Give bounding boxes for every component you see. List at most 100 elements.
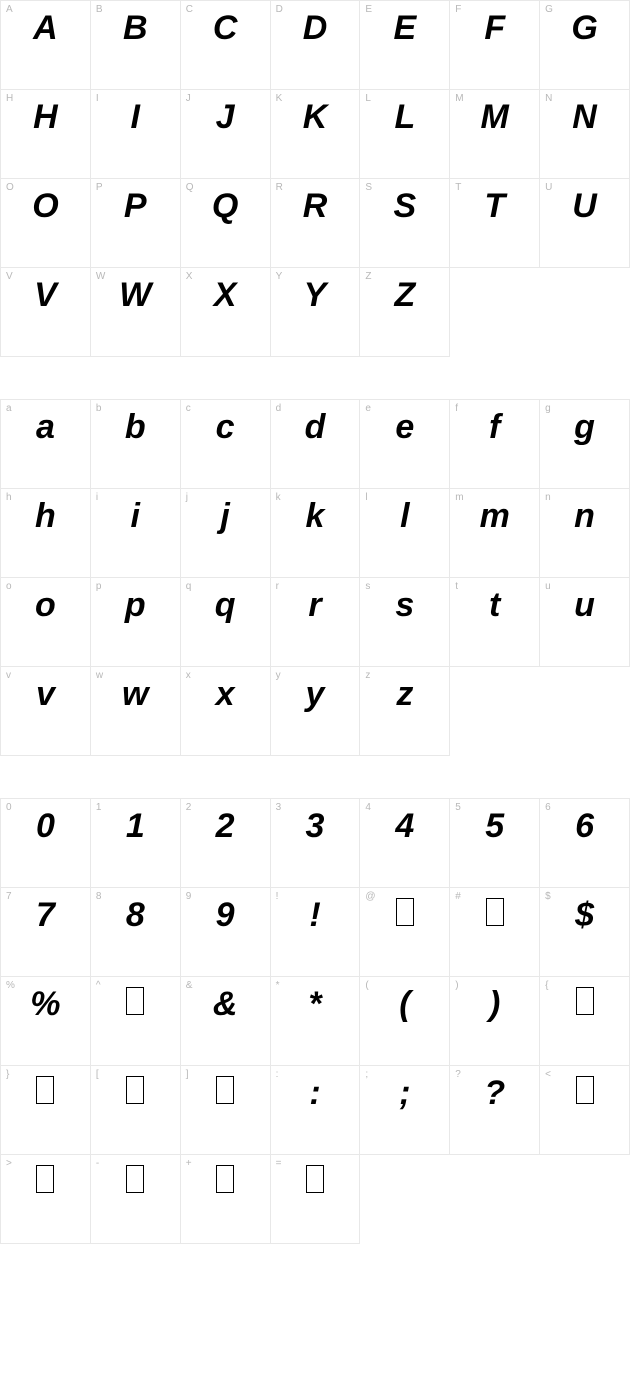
glyph-cell: 00 <box>1 799 91 888</box>
notdef-box-icon <box>126 987 144 1015</box>
glyph-grid: AABBCCDDEEFFGGHHIIJJKKLLMMNNOOPPQQRRSSTT… <box>0 0 630 357</box>
glyph-cell-glyph: r <box>271 588 360 622</box>
glyph-cell: = <box>271 1155 361 1244</box>
glyph-cell: oo <box>1 578 91 667</box>
glyph-cell-glyph: K <box>271 100 360 134</box>
glyph-cell-glyph: q <box>181 588 270 622</box>
glyph-cell: zz <box>360 667 450 756</box>
glyph-cell-glyph: N <box>540 100 629 134</box>
glyph-cell-glyph: W <box>91 278 180 312</box>
glyph-cell-glyph: c <box>181 410 270 444</box>
glyph-cell: kk <box>271 489 361 578</box>
glyph-cell: } <box>1 1066 91 1155</box>
glyph-cell-glyph: x <box>181 677 270 711</box>
glyph-cell-glyph: ( <box>360 987 449 1021</box>
glyph-cell: BB <box>91 1 181 90</box>
notdef-box-icon <box>216 1165 234 1193</box>
glyph-cell: dd <box>271 400 361 489</box>
glyph-cell-glyph: 4 <box>360 809 449 843</box>
glyph-cell: [ <box>91 1066 181 1155</box>
glyph-cell: OO <box>1 179 91 268</box>
glyph-cell-glyph: Q <box>181 189 270 223</box>
glyph-cell: 99 <box>181 888 271 977</box>
glyph-cell: EE <box>360 1 450 90</box>
glyph-cell: qq <box>181 578 271 667</box>
glyph-cell-glyph: : <box>271 1076 360 1110</box>
glyph-cell: hh <box>1 489 91 578</box>
glyph-cell: 33 <box>271 799 361 888</box>
glyph-cell-glyph: Z <box>360 278 449 312</box>
glyph-cell-glyph: y <box>271 677 360 711</box>
glyph-cell-glyph: C <box>181 11 270 45</box>
glyph-cell-glyph: 1 <box>91 809 180 843</box>
glyph-cell: rr <box>271 578 361 667</box>
glyph-cell-glyph: m <box>450 499 539 533</box>
glyph-cell: FF <box>450 1 540 90</box>
glyph-cell-glyph: J <box>181 100 270 134</box>
glyph-cell-glyph <box>450 896 539 926</box>
glyph-cell-glyph <box>91 1074 180 1104</box>
glyph-cell: SS <box>360 179 450 268</box>
glyph-cell: XX <box>181 268 271 357</box>
glyph-cell-glyph: ! <box>271 898 360 932</box>
glyph-cell: ww <box>91 667 181 756</box>
glyph-cell-glyph: V <box>1 278 90 312</box>
glyph-cell-glyph: 7 <box>1 898 90 932</box>
glyph-cell: ZZ <box>360 268 450 357</box>
glyph-cell: JJ <box>181 90 271 179</box>
glyph-cell-glyph <box>91 985 180 1015</box>
glyph-cell-glyph <box>271 1163 360 1193</box>
glyph-cell: ff <box>450 400 540 489</box>
glyph-cell: 66 <box>540 799 630 888</box>
glyph-cell-glyph: 2 <box>181 809 270 843</box>
glyph-cell: %% <box>1 977 91 1066</box>
glyph-cell-glyph: j <box>181 499 270 533</box>
glyph-cell: > <box>1 1155 91 1244</box>
notdef-box-icon <box>36 1165 54 1193</box>
glyph-cell-glyph: v <box>1 677 90 711</box>
glyph-cell-glyph: * <box>271 987 360 1021</box>
glyph-cell: pp <box>91 578 181 667</box>
glyph-cell: UU <box>540 179 630 268</box>
glyph-cell: ^ <box>91 977 181 1066</box>
glyph-cell: ss <box>360 578 450 667</box>
glyph-cell-glyph: 0 <box>1 809 90 843</box>
glyph-cell-glyph: 8 <box>91 898 180 932</box>
glyph-cell: # <box>450 888 540 977</box>
glyph-cell: $$ <box>540 888 630 977</box>
glyph-cell-glyph: l <box>360 499 449 533</box>
notdef-box-icon <box>36 1076 54 1104</box>
glyph-cell: vv <box>1 667 91 756</box>
glyph-cell-glyph: d <box>271 410 360 444</box>
glyph-cell-glyph: 9 <box>181 898 270 932</box>
glyph-cell: CC <box>181 1 271 90</box>
glyph-cell-glyph <box>540 1074 629 1104</box>
notdef-box-icon <box>126 1165 144 1193</box>
glyph-cell: - <box>91 1155 181 1244</box>
glyph-cell: < <box>540 1066 630 1155</box>
glyph-cell: WW <box>91 268 181 357</box>
glyph-cell: ii <box>91 489 181 578</box>
glyph-cell-glyph <box>181 1163 270 1193</box>
glyph-cell-glyph: a <box>1 410 90 444</box>
glyph-cell-glyph <box>1 1163 90 1193</box>
glyph-cell: bb <box>91 400 181 489</box>
glyph-cell: 88 <box>91 888 181 977</box>
glyph-cell-glyph: p <box>91 588 180 622</box>
glyph-cell-glyph: I <box>91 100 180 134</box>
glyph-cell-glyph: s <box>360 588 449 622</box>
glyph-cell: (( <box>360 977 450 1066</box>
glyph-cell: KK <box>271 90 361 179</box>
glyph-cell: AA <box>1 1 91 90</box>
glyph-section-uppercase: AABBCCDDEEFFGGHHIIJJKKLLMMNNOOPPQQRRSSTT… <box>0 0 640 357</box>
glyph-cell: { <box>540 977 630 1066</box>
glyph-cell: NN <box>540 90 630 179</box>
glyph-cell-glyph: L <box>360 100 449 134</box>
glyph-cell-glyph: R <box>271 189 360 223</box>
glyph-cell-glyph <box>1 1074 90 1104</box>
glyph-grid: aabbccddeeffgghhiijjkkllmmnnooppqqrrsstt… <box>0 399 630 756</box>
glyph-cell-glyph: i <box>91 499 180 533</box>
glyph-cell: !! <box>271 888 361 977</box>
glyph-cell-glyph: k <box>271 499 360 533</box>
glyph-cell: aa <box>1 400 91 489</box>
